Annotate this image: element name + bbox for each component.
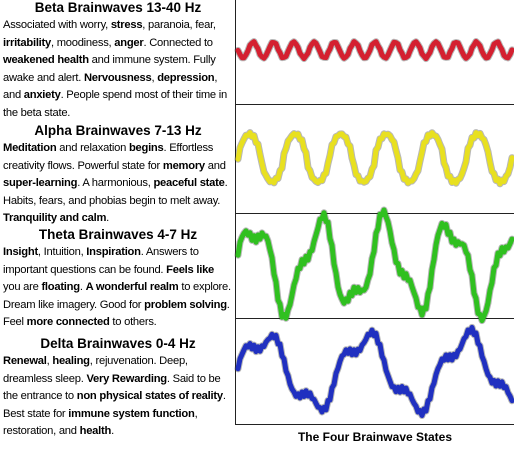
section: Delta Brainwaves 0-4 Hz Renewal, healing,… [3, 336, 233, 441]
bold-text: peaceful state [153, 177, 225, 189]
section-title: Beta Brainwaves 13-40 Hz [34, 0, 202, 15]
panel-borders [235, 0, 514, 425]
section-title: Delta Brainwaves 0-4 Hz [40, 336, 196, 351]
text: . Effortless creativity flows. Powerful … [3, 142, 214, 172]
bold-text: anger [114, 36, 144, 49]
text: . People spend most of their time in the… [3, 89, 227, 119]
text: , paranoia, fear, [142, 19, 216, 31]
bold-text: Inspiration [86, 246, 141, 258]
text: and relaxation [56, 142, 129, 154]
bold-text: Renewal [3, 355, 47, 367]
text: , restoration, and [3, 407, 198, 438]
bold-text: begins [128, 142, 164, 154]
caption: The Four Brainwave States [297, 430, 453, 444]
text: and immune system. Fully awake and alert… [3, 54, 216, 84]
text: , rejuvenation. Deep, dreamless sleep. [3, 355, 188, 385]
bold-text: memory [162, 159, 205, 172]
text: . [79, 281, 86, 293]
wave [235, 324, 514, 418]
bold-text: weakened health [3, 54, 89, 66]
bold-text: healing [52, 355, 90, 367]
text: to others. [109, 316, 157, 328]
text: . Said to be the entrance to [3, 372, 221, 403]
section-body: Meditation and relaxation begins. Effort… [3, 140, 233, 228]
bold-text: non physical states of reality [76, 390, 223, 402]
section-body: Insight, Intuition, Inspiration. Answers… [3, 244, 233, 332]
bold-text: floating [41, 281, 80, 293]
text: . [106, 212, 110, 224]
section: Theta Brainwaves 4-7 Hz Insight, Intuitio… [3, 227, 233, 332]
bold-text: Insight [3, 246, 38, 258]
bold-text: immune system function [68, 407, 195, 420]
section-title: Alpha Brainwaves 7-13 Hz [34, 123, 202, 138]
bold-text: anxiety [23, 89, 61, 101]
text: . Habits, fears, and phobias begin to me… [3, 177, 228, 207]
text: . Connected to [143, 36, 214, 49]
bold-text: A wonderful realm [85, 281, 179, 293]
text: , and [3, 71, 218, 102]
section: Alpha Brainwaves 7-13 Hz Meditation and r… [3, 123, 233, 228]
section-body: Associated with worry, stress, paranoia,… [3, 17, 233, 122]
bold-text: Nervousness [83, 71, 152, 84]
section-title: Theta Brainwaves 4-7 Hz [38, 227, 198, 242]
bold-text: Tranquility and calm [3, 212, 107, 224]
text: , [46, 355, 53, 367]
text: Associated with worry, [3, 19, 111, 31]
bold-text: Meditation [3, 142, 57, 154]
text: . Best state for [3, 390, 226, 420]
wave [235, 130, 514, 187]
bold-text: health [79, 425, 112, 437]
text: . Feel [3, 298, 230, 329]
text: , Intuition, [37, 246, 87, 258]
bold-text: super-learning [3, 177, 78, 189]
bold-text: depression [157, 71, 215, 84]
bold-text: Very Rewarding [86, 372, 167, 385]
text: to explore. Dream like imagery. Good for [3, 281, 231, 311]
bold-text: problem solving [144, 298, 227, 311]
wave [235, 207, 514, 324]
text: . [111, 425, 114, 437]
text: , moodiness, [50, 36, 115, 49]
text: and [204, 159, 226, 172]
text: . Answers to important questions can be … [3, 246, 199, 276]
bold-text: stress [110, 19, 143, 31]
bold-text: irritability [3, 36, 51, 49]
bold-text: more connected [26, 316, 110, 328]
wave [235, 39, 514, 62]
text: you are [3, 281, 42, 293]
section: Beta Brainwaves 13-40 Hz Associated with … [3, 0, 233, 122]
text: . A harmonious, [77, 177, 154, 189]
section-body: Renewal, healing, rejuvenation. Deep, dr… [3, 353, 233, 441]
text: , [151, 71, 158, 84]
bold-text: Feels like [166, 263, 215, 276]
